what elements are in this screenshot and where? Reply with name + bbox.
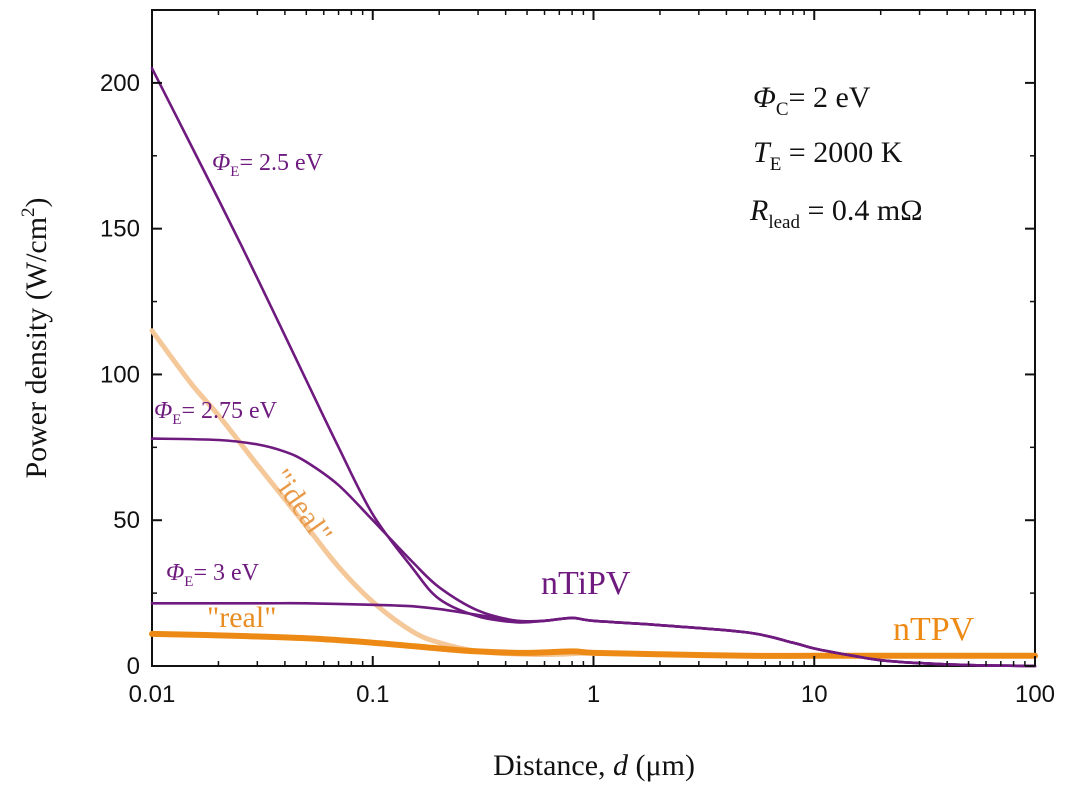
x-tick-label: 0.01	[129, 681, 176, 708]
y-tick-label: 0	[127, 653, 140, 680]
param-phi-c: ΦC= 2 eV	[753, 81, 871, 120]
label-phi-2-5: ΦE= 2.5 eV	[212, 150, 324, 180]
y-tick-label: 100	[100, 361, 140, 388]
label-ntipv: nTiPV	[541, 565, 631, 602]
param-t-e: TE = 2000 K	[753, 136, 903, 175]
curves-group	[149, 67, 1038, 668]
label-ntpv: nTPV	[893, 611, 975, 648]
y-tick-label: 200	[100, 70, 140, 97]
x-tick-label: 100	[1015, 681, 1055, 708]
x-axis-title: Distance, d (μm)	[493, 749, 695, 782]
series-line-real	[149, 630, 1038, 659]
y-axis-title: Power density (W/cm2)	[18, 197, 53, 478]
label-real: "real"	[207, 601, 276, 634]
x-tick-label: 1	[587, 681, 600, 708]
x-tick-label: 10	[801, 681, 828, 708]
y-tick-label: 50	[113, 507, 140, 534]
series-line-phi3	[150, 601, 1037, 668]
ticks-group: 0.01 0.1 1 10 100 0 50 100 150 200	[100, 10, 1055, 708]
label-phi-2-75: ΦE= 2.75 eV	[154, 398, 278, 428]
y-tick-label: 150	[100, 216, 140, 243]
label-phi-3: ΦE= 3 eV	[166, 560, 260, 590]
param-r-lead: Rlead = 0.4 mΩ	[749, 194, 923, 233]
x-tick-label: 0.1	[356, 681, 389, 708]
